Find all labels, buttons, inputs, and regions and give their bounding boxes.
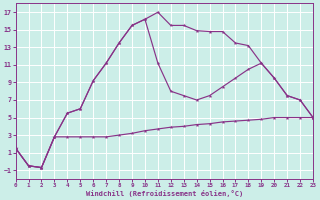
X-axis label: Windchill (Refroidissement éolien,°C): Windchill (Refroidissement éolien,°C) xyxy=(86,190,243,197)
